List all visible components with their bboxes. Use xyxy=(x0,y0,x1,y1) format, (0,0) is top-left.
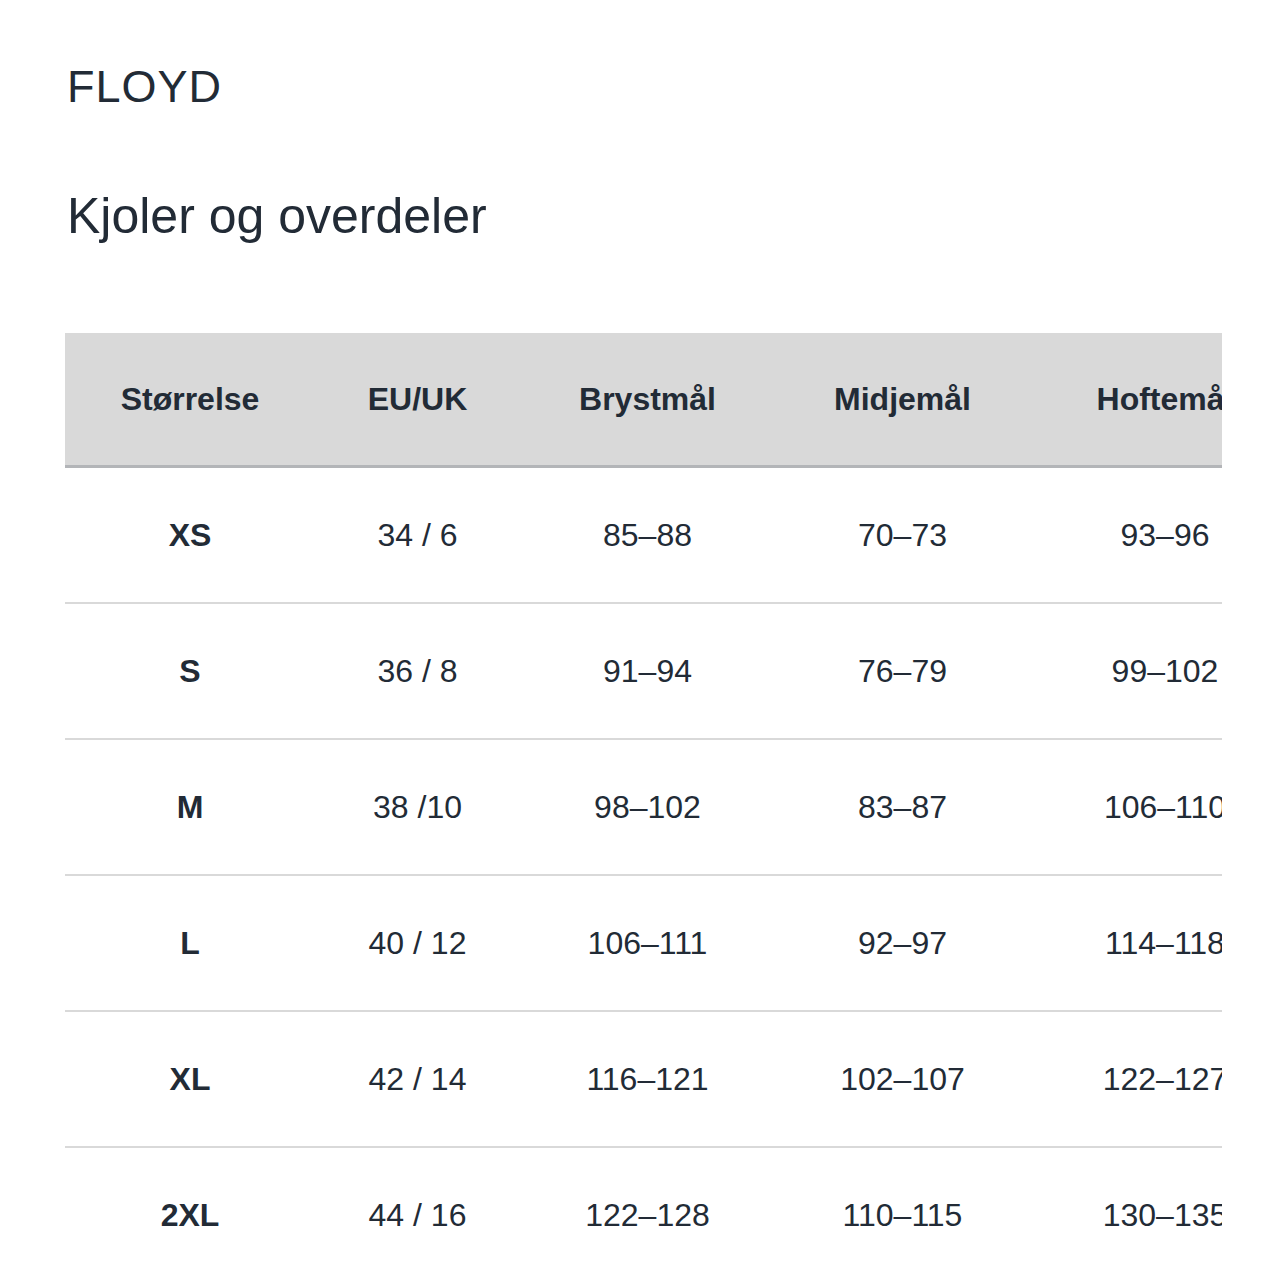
bust-value: 122–128 xyxy=(520,1147,775,1267)
size-label: M xyxy=(65,739,315,875)
size-label: XL xyxy=(65,1011,315,1147)
bust-value: 85–88 xyxy=(520,467,775,604)
bust-value: 106–111 xyxy=(520,875,775,1011)
hip-value: 106–110 xyxy=(1030,739,1222,875)
bust-value: 98–102 xyxy=(520,739,775,875)
hip-value: 122–127 xyxy=(1030,1011,1222,1147)
waist-value: 70–73 xyxy=(775,467,1030,604)
eu-uk-value: 34 / 6 xyxy=(315,467,520,604)
table-row: XL 42 / 14 116–121 102–107 122–127 xyxy=(65,1011,1222,1147)
column-header-size: Størrelse xyxy=(65,333,315,467)
column-header-waist: Midjemål xyxy=(775,333,1030,467)
table-row: 2XL 44 / 16 122–128 110–115 130–135 xyxy=(65,1147,1222,1267)
table-row: S 36 / 8 91–94 76–79 99–102 xyxy=(65,603,1222,739)
table-row: M 38 /10 98–102 83–87 106–110 xyxy=(65,739,1222,875)
table-row: XS 34 / 6 85–88 70–73 93–96 xyxy=(65,467,1222,604)
eu-uk-value: 44 / 16 xyxy=(315,1147,520,1267)
bust-value: 116–121 xyxy=(520,1011,775,1147)
hip-value: 93–96 xyxy=(1030,467,1222,604)
eu-uk-value: 42 / 14 xyxy=(315,1011,520,1147)
size-guide-page: FLOYD Kjoler og overdeler Størrelse EU/U… xyxy=(0,0,1284,1267)
size-label: XS xyxy=(65,467,315,604)
table-header-row: Størrelse EU/UK Brystmål Midjemål Hoftem… xyxy=(65,333,1222,467)
size-table: Størrelse EU/UK Brystmål Midjemål Hoftem… xyxy=(65,333,1222,1267)
size-table-container: Størrelse EU/UK Brystmål Midjemål Hoftem… xyxy=(65,333,1222,1267)
brand-title: FLOYD xyxy=(67,62,222,112)
waist-value: 83–87 xyxy=(775,739,1030,875)
waist-value: 102–107 xyxy=(775,1011,1030,1147)
hip-value: 99–102 xyxy=(1030,603,1222,739)
column-header-hip: Hoftemål xyxy=(1030,333,1222,467)
waist-value: 110–115 xyxy=(775,1147,1030,1267)
waist-value: 92–97 xyxy=(775,875,1030,1011)
eu-uk-value: 36 / 8 xyxy=(315,603,520,739)
category-title: Kjoler og overdeler xyxy=(67,188,487,246)
size-label: L xyxy=(65,875,315,1011)
size-label: S xyxy=(65,603,315,739)
hip-value: 130–135 xyxy=(1030,1147,1222,1267)
hip-value: 114–118 xyxy=(1030,875,1222,1011)
column-header-eu-uk: EU/UK xyxy=(315,333,520,467)
column-header-bust: Brystmål xyxy=(520,333,775,467)
table-row: L 40 / 12 106–111 92–97 114–118 xyxy=(65,875,1222,1011)
eu-uk-value: 38 /10 xyxy=(315,739,520,875)
eu-uk-value: 40 / 12 xyxy=(315,875,520,1011)
waist-value: 76–79 xyxy=(775,603,1030,739)
bust-value: 91–94 xyxy=(520,603,775,739)
size-label: 2XL xyxy=(65,1147,315,1267)
